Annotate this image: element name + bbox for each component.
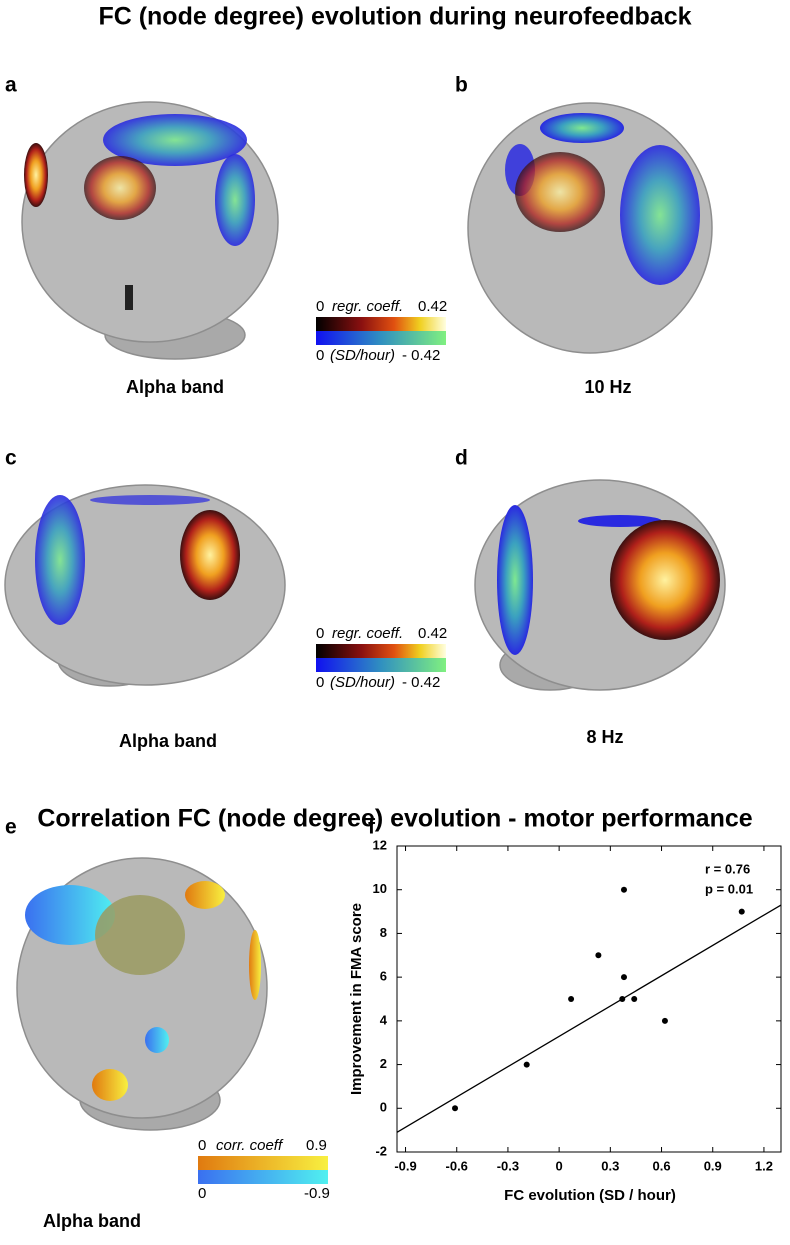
colorbar-label: - 0.42: [402, 674, 440, 691]
figure-title: FC (node degree) evolution during neurof…: [98, 3, 691, 31]
brain-image: [16, 857, 268, 1131]
data-point: [620, 974, 627, 981]
y-tick-label: 12: [373, 837, 387, 852]
colorbar: 0 corr. coeff 0.9 0 -0.9: [198, 1137, 330, 1202]
data-point: [568, 996, 575, 1002]
panel-label: c: [5, 447, 17, 470]
x-tick-label: 0: [556, 1158, 563, 1173]
colorbar-label: 0: [316, 347, 324, 364]
y-tick-label: 4: [380, 1012, 388, 1027]
x-tick-label: 0.3: [601, 1158, 619, 1173]
panel-caption: Alpha band: [119, 731, 217, 751]
y-tick-label: 8: [380, 925, 387, 940]
y-tick-label: 6: [380, 969, 387, 984]
colorbar-label: 0: [198, 1185, 206, 1202]
panel-caption: Alpha band: [43, 1211, 141, 1231]
panel-caption: Alpha band: [126, 377, 224, 397]
brain-image: [467, 102, 713, 354]
data-point: [452, 1105, 459, 1112]
x-tick-label: 0.6: [652, 1158, 670, 1173]
y-tick-label: 2: [380, 1056, 387, 1071]
panel-label: d: [455, 447, 468, 470]
colorbar-label: (SD/hour): [330, 674, 395, 691]
section-title: Correlation FC (node degree) evolution -…: [37, 805, 752, 833]
fit-line: [396, 904, 782, 1133]
y-tick-label: -2: [375, 1143, 387, 1158]
annotation: p = 0.01: [705, 881, 753, 896]
colorbar: 0 regr. coeff. 0.42 0 (SD/hour) - 0.42: [316, 298, 447, 364]
panel-caption: 10 Hz: [584, 377, 631, 397]
data-point: [661, 1017, 668, 1024]
colorbar-label: 0.42: [418, 625, 447, 642]
x-tick-label: -0.3: [497, 1158, 519, 1173]
colorbar-label: (SD/hour): [330, 347, 395, 364]
colorbar-label: 0: [316, 674, 324, 691]
colorbar-label: 0: [198, 1137, 206, 1154]
colorbar-label: 0.9: [306, 1137, 327, 1154]
panel-label: a: [5, 74, 17, 97]
data-point: [631, 996, 638, 1002]
y-tick-label: 10: [373, 881, 387, 896]
colorbar-label: regr. coeff.: [332, 298, 403, 315]
panel-label: b: [455, 74, 468, 97]
brain-image: [21, 101, 279, 360]
y-tick-label: 0: [380, 1100, 387, 1115]
brain-image: [4, 484, 286, 687]
data-point: [738, 908, 745, 915]
panel-caption: 8 Hz: [586, 727, 623, 747]
colorbar-label: regr. coeff.: [332, 625, 403, 642]
x-tick-label: -0.9: [394, 1158, 416, 1173]
x-tick-label: 1.2: [755, 1158, 773, 1173]
colorbar-label: -0.9: [304, 1185, 330, 1202]
x-tick-label: -0.6: [446, 1158, 468, 1173]
colorbar-label: 0: [316, 298, 324, 315]
panel-label: f: [368, 816, 376, 839]
x-tick-label: 0.9: [704, 1158, 722, 1173]
annotation: r = 0.76: [705, 861, 750, 876]
colorbar: 0 regr. coeff. 0.42 0 (SD/hour) - 0.42: [316, 625, 447, 691]
y-axis-label: Improvement in FMA score: [348, 903, 365, 1095]
plot-frame: [396, 845, 782, 1153]
colorbar-label: 0: [316, 625, 324, 642]
data-point: [619, 996, 626, 1002]
panel-label: e: [5, 816, 17, 839]
colorbar-label: corr. coeff: [216, 1137, 284, 1154]
colorbar-label: - 0.42: [402, 347, 440, 364]
colorbar-label: 0.42: [418, 298, 447, 315]
data-point: [523, 1061, 530, 1068]
data-point: [595, 952, 602, 959]
x-axis-label: FC evolution (SD / hour): [504, 1187, 676, 1204]
data-point: [620, 886, 627, 893]
brain-image: [474, 479, 726, 691]
